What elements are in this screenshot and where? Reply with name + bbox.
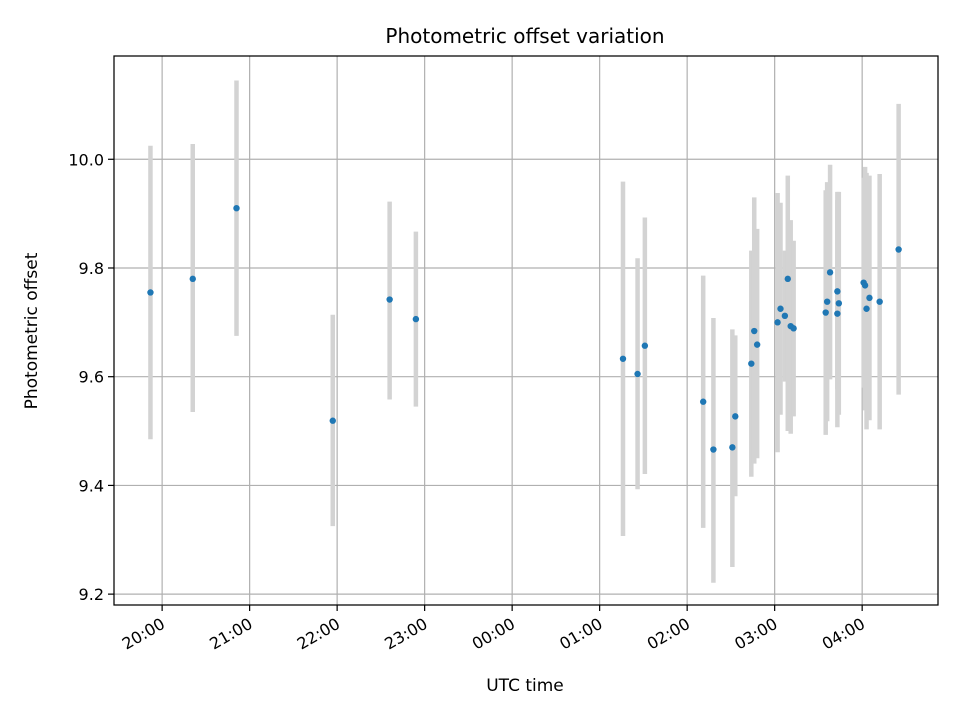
data-point [641,342,649,349]
data-point [866,294,873,302]
data-point [147,289,154,296]
data-point [748,360,755,367]
y-tick-label: 9.6 [79,368,104,387]
data-point [753,341,761,348]
data-point [834,288,841,295]
x-axis-label: UTC time [486,676,564,696]
data-point [826,269,834,276]
y-axis-ticks: 9.2 9.4 9.6 9.8 10.0 [68,150,114,604]
data-point [784,275,791,283]
data-point [781,312,789,320]
data-point [876,298,883,305]
data-point [732,413,739,420]
data-point [329,417,336,424]
y-tick-label: 10.0 [68,150,104,169]
data-point [863,305,870,312]
data-point [790,325,797,332]
data-point [835,300,843,307]
data-point [822,309,829,316]
y-tick-label: 9.2 [79,585,104,604]
data-point [189,275,196,283]
plot-frame [113,55,939,606]
data-point [861,282,869,289]
y-tick-label: 9.4 [79,476,104,495]
grid [114,56,938,605]
chart-title: Photometric offset variation [385,24,664,48]
data-point [386,296,393,303]
data-point [751,327,758,335]
data-point [823,298,831,305]
data-point [729,444,736,451]
data-point [233,204,240,212]
data-points [147,204,902,453]
data-point [412,315,420,323]
y-axis-label: Photometric offset [22,252,42,409]
data-point [699,398,707,405]
y-tick-label: 9.8 [79,259,104,278]
data-point [634,370,641,378]
data-point [774,319,781,326]
data-point [710,446,717,453]
data-point [895,246,902,253]
data-point [619,355,627,362]
data-point [834,310,841,317]
data-point [777,305,784,312]
